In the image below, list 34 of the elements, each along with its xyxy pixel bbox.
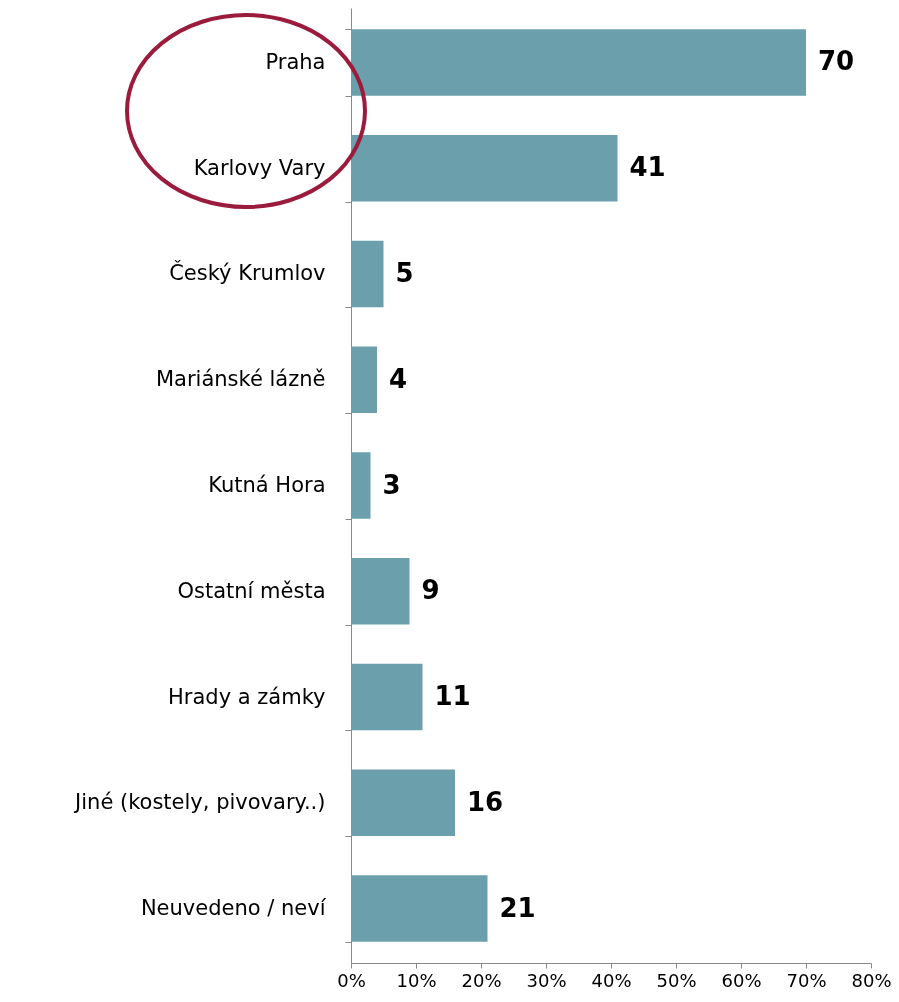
data-label: 3: [382, 469, 401, 500]
bar: [351, 769, 455, 837]
y-tick-label: Mariánské lázně: [155, 367, 326, 392]
y-tick-label: Ostatní města: [177, 578, 326, 603]
data-label: 5: [395, 257, 414, 288]
data-label: 11: [434, 681, 471, 712]
bar: [351, 346, 377, 414]
bar: [351, 663, 423, 731]
x-tick-label: 80%: [851, 969, 892, 991]
data-label: 4: [389, 363, 408, 394]
x-tick-label: 70%: [786, 969, 827, 991]
data-label: 70: [818, 46, 855, 77]
bar: [351, 875, 488, 942]
data-label: 16: [467, 786, 504, 817]
data-label: 41: [629, 152, 666, 183]
x-tick-label: 20%: [461, 969, 502, 991]
y-tick-label: Neuvedeno / neví: [140, 896, 327, 921]
bar: [351, 452, 371, 519]
x-tick-label: 60%: [721, 969, 762, 991]
data-label: 9: [421, 575, 440, 606]
y-tick-label: Jiné (kostely, pivovary..): [73, 790, 326, 815]
x-tick-label: 0%: [337, 969, 366, 991]
x-tick-label: 10%: [396, 969, 437, 991]
y-tick-label: Hrady a zámky: [168, 684, 326, 709]
x-tick-label: 50%: [656, 969, 697, 991]
y-tick-label: Český Krumlov: [169, 260, 326, 286]
x-tick-label: 30%: [526, 969, 567, 991]
y-tick-label: Kutná Hora: [208, 473, 326, 497]
y-tick-label: Karlovy Vary: [193, 155, 326, 180]
y-tick-label: Praha: [265, 49, 326, 74]
data-label: 21: [499, 892, 536, 923]
x-tick-label: 40%: [591, 969, 632, 991]
bar: [351, 557, 410, 625]
bar: [351, 240, 384, 308]
